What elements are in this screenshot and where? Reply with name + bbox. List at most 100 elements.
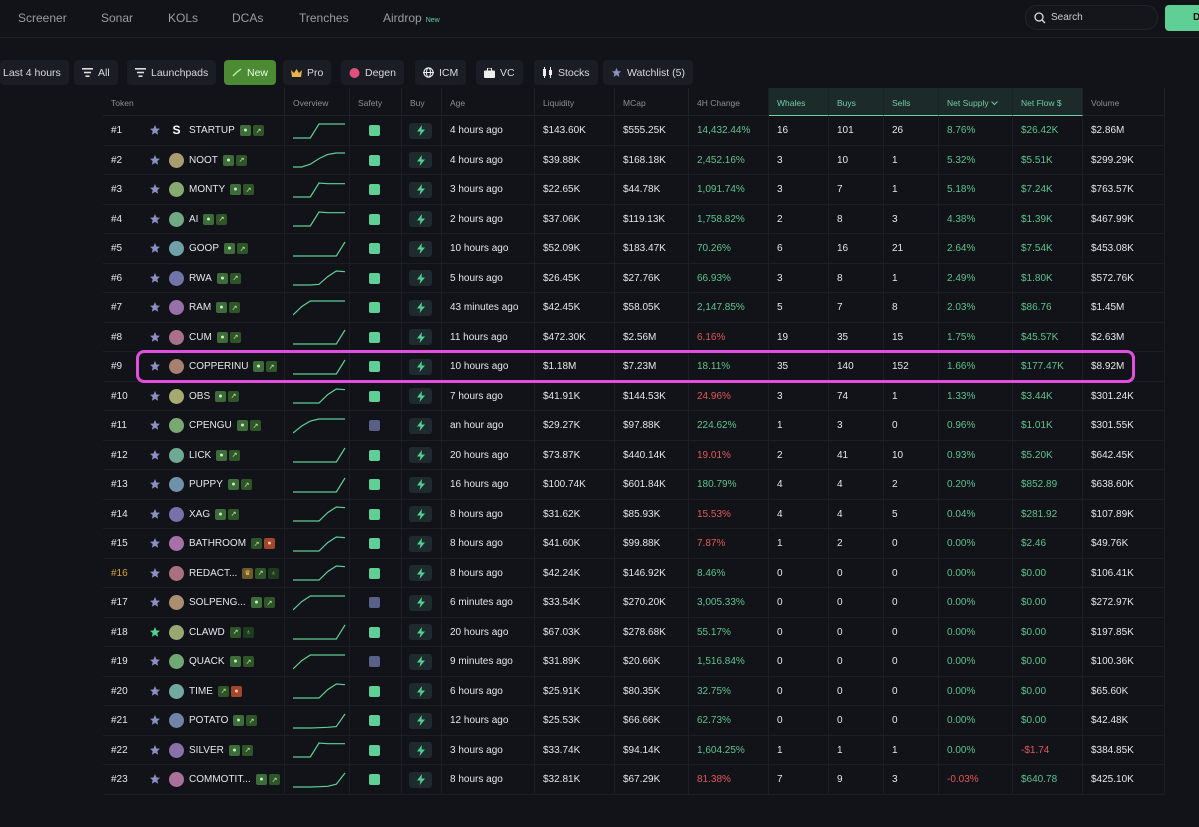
table-row[interactable]: #6 RWA ● ↗ 5 hours ago $26.45K $27.76K 66.93% 3 8… (103, 263, 1165, 293)
watchlist-star-icon[interactable] (149, 626, 161, 641)
watchlist-star-icon[interactable] (149, 419, 161, 434)
table-row[interactable]: #13 PUPPY ● ↗ 16 hours ago $100.74K $601.84K 18… (103, 470, 1165, 500)
token-name[interactable]: COPPERINU (189, 361, 249, 372)
table-row[interactable]: #14 XAG ● ↗ 8 hours ago $31.62K $85.93K 15.53% 4… (103, 499, 1165, 529)
token-name[interactable]: SOLPENG... (189, 597, 246, 608)
quick-buy-button[interactable] (409, 299, 432, 316)
token-cell[interactable]: #11 CPENGU ● ↗ (103, 411, 285, 441)
token-cell[interactable]: #6 RWA ● ↗ (103, 263, 285, 293)
token-cell[interactable]: #3 MONTY ● ↗ (103, 175, 285, 205)
token-name[interactable]: QUACK (189, 656, 225, 667)
token-cell[interactable]: #4 AI ● ↗ (103, 204, 285, 234)
watchlist-star-icon[interactable] (149, 567, 161, 582)
watchlist-star-icon[interactable] (149, 655, 161, 670)
table-row[interactable]: #5 GOOP ● ↗ 10 hours ago $52.09K $183.47K 70.26… (103, 234, 1165, 264)
token-name[interactable]: COMMOTIT... (189, 774, 251, 785)
table-row[interactable]: #17 SOLPENG... ● ↗ 6 minutes ago $33.54K $270.… (103, 588, 1165, 618)
watchlist-star-icon[interactable] (149, 124, 161, 139)
nav-airdrop[interactable]: Airdrop New (383, 11, 440, 25)
token-cell[interactable]: #22 SILVER ● ↗ (103, 735, 285, 765)
token-name[interactable]: OBS (189, 390, 211, 402)
column-header-net-flow[interactable]: Net Flow $ (1013, 88, 1083, 116)
table-row[interactable]: #16 REDACT... ♛ ↗ ♁ 8 hours ago $42.24K $146.92… (103, 558, 1165, 588)
token-name[interactable]: TIME (189, 685, 213, 697)
quick-buy-button[interactable] (409, 506, 432, 523)
table-row[interactable]: #21 POTATO ● ↗ 12 hours ago $25.53K $66.66K 62.… (103, 706, 1165, 736)
column-header-token[interactable]: Token (103, 88, 285, 116)
quick-buy-button[interactable] (409, 152, 432, 169)
quick-buy-button[interactable] (409, 712, 432, 729)
table-row[interactable]: #10 OBS ● ↗ 7 hours ago $41.91K $144.53K 24.96%… (103, 381, 1165, 411)
table-row[interactable]: #2 NOOT ● ↗ 4 hours ago $39.88K $168.18K 2,452.… (103, 145, 1165, 175)
token-cell[interactable]: #21 POTATO ● ↗ (103, 706, 285, 736)
watchlist-star-icon[interactable] (149, 331, 161, 346)
quick-buy-button[interactable] (409, 535, 432, 552)
column-header-volume[interactable]: Volume (1083, 88, 1165, 116)
quick-buy-button[interactable] (409, 447, 432, 464)
watchlist-star-icon[interactable] (149, 478, 161, 493)
token-cell[interactable]: #15 BATHROOM ↗ ● (103, 529, 285, 559)
filter-new[interactable]: New (224, 60, 277, 85)
quick-buy-button[interactable] (409, 329, 432, 346)
filter-icm[interactable]: ICM (415, 60, 467, 85)
watchlist-star-icon[interactable] (149, 508, 161, 523)
token-cell[interactable]: #19 QUACK ● ↗ (103, 647, 285, 677)
token-name[interactable]: REDACT... (189, 567, 238, 579)
token-name[interactable]: MONTY (189, 184, 226, 195)
connect-button[interactable]: D (1165, 5, 1199, 31)
token-cell[interactable]: #12 LICK ● ↗ (103, 440, 285, 470)
watchlist-star-icon[interactable] (149, 272, 161, 287)
quick-buy-button[interactable] (409, 742, 432, 759)
table-row[interactable]: #20 TIME ↗ ● 6 hours ago $25.91K $80.35K 32.75%… (103, 676, 1165, 706)
search-input[interactable]: Search (1025, 5, 1158, 30)
token-name[interactable]: RWA (189, 272, 212, 284)
filter-pro[interactable]: Pro (283, 60, 332, 85)
quick-buy-button[interactable] (409, 476, 432, 493)
table-row[interactable]: #9 COPPERINU ● ↗ 10 hours ago $1.18M $7.23M 18.… (103, 352, 1165, 382)
watchlist-star-icon[interactable] (149, 390, 161, 405)
token-cell[interactable]: #5 GOOP ● ↗ (103, 234, 285, 264)
token-cell[interactable]: #13 PUPPY ● ↗ (103, 470, 285, 500)
table-row[interactable]: #4 AI ● ↗ 2 hours ago $37.06K $119.13K 1,758.82… (103, 204, 1165, 234)
token-cell[interactable]: #23 COMMOTIT... ● ↗ (103, 765, 285, 795)
watchlist-star-icon[interactable] (149, 242, 161, 257)
quick-buy-button[interactable] (409, 624, 432, 641)
token-cell[interactable]: #9 COPPERINU ● ↗ (103, 352, 285, 382)
watchlist-star-icon[interactable] (149, 744, 161, 759)
watchlist-star-icon[interactable] (149, 213, 161, 228)
token-name[interactable]: CPENGU (189, 420, 232, 431)
token-cell[interactable]: #14 XAG ● ↗ (103, 499, 285, 529)
token-cell[interactable]: #17 SOLPENG... ● ↗ (103, 588, 285, 618)
token-name[interactable]: CLAWD (189, 626, 225, 638)
token-name[interactable]: POTATO (189, 715, 229, 726)
table-row[interactable]: #3 MONTY ● ↗ 3 hours ago $22.65K $44.78K 1,091.… (103, 175, 1165, 205)
table-row[interactable]: #19 QUACK ● ↗ 9 minutes ago $31.89K $20.66K 1,5… (103, 647, 1165, 677)
token-name[interactable]: AI (189, 213, 199, 225)
nav-dcas[interactable]: DCAs (232, 11, 263, 25)
table-row[interactable]: #11 CPENGU ● ↗ an hour ago $29.27K $97.88K 224.… (103, 411, 1165, 441)
token-cell[interactable]: #16 REDACT... ♛ ↗ ♁ (103, 558, 285, 588)
column-header-mcap[interactable]: MCap (615, 88, 689, 116)
watchlist-star-icon[interactable] (149, 773, 161, 788)
watchlist-star-icon[interactable] (149, 154, 161, 169)
column-header-net-supply[interactable]: Net Supply (939, 88, 1013, 116)
quick-buy-button[interactable] (409, 358, 432, 375)
token-cell[interactable]: #18 CLAWD ↗ ♁ (103, 617, 285, 647)
token-name[interactable]: BATHROOM (189, 538, 247, 549)
column-header-buys[interactable]: Buys (829, 88, 884, 116)
table-row[interactable]: #8 CUM ● ↗ 11 hours ago $472.30K $2.56M 6.16% 19… (103, 322, 1165, 352)
quick-buy-button[interactable] (409, 240, 432, 257)
table-row[interactable]: #22 SILVER ● ↗ 3 hours ago $33.74K $94.14K 1,60… (103, 735, 1165, 765)
column-header-sells[interactable]: Sells (884, 88, 939, 116)
filter-stocks[interactable]: Stocks (534, 60, 598, 85)
token-name[interactable]: RAM (189, 302, 212, 313)
token-name[interactable]: NOOT (189, 154, 218, 166)
table-row[interactable]: #7 RAM ● ↗ 43 minutes ago $42.45K $58.05K 2,147… (103, 293, 1165, 323)
token-cell[interactable]: #2 NOOT ● ↗ (103, 145, 285, 175)
quick-buy-button[interactable] (409, 565, 432, 582)
column-header-buy[interactable]: Buy (402, 88, 442, 116)
token-name[interactable]: LICK (189, 449, 212, 461)
token-cell[interactable]: #7 RAM ● ↗ (103, 293, 285, 323)
quick-buy-button[interactable] (409, 270, 432, 287)
quick-buy-button[interactable] (409, 211, 432, 228)
